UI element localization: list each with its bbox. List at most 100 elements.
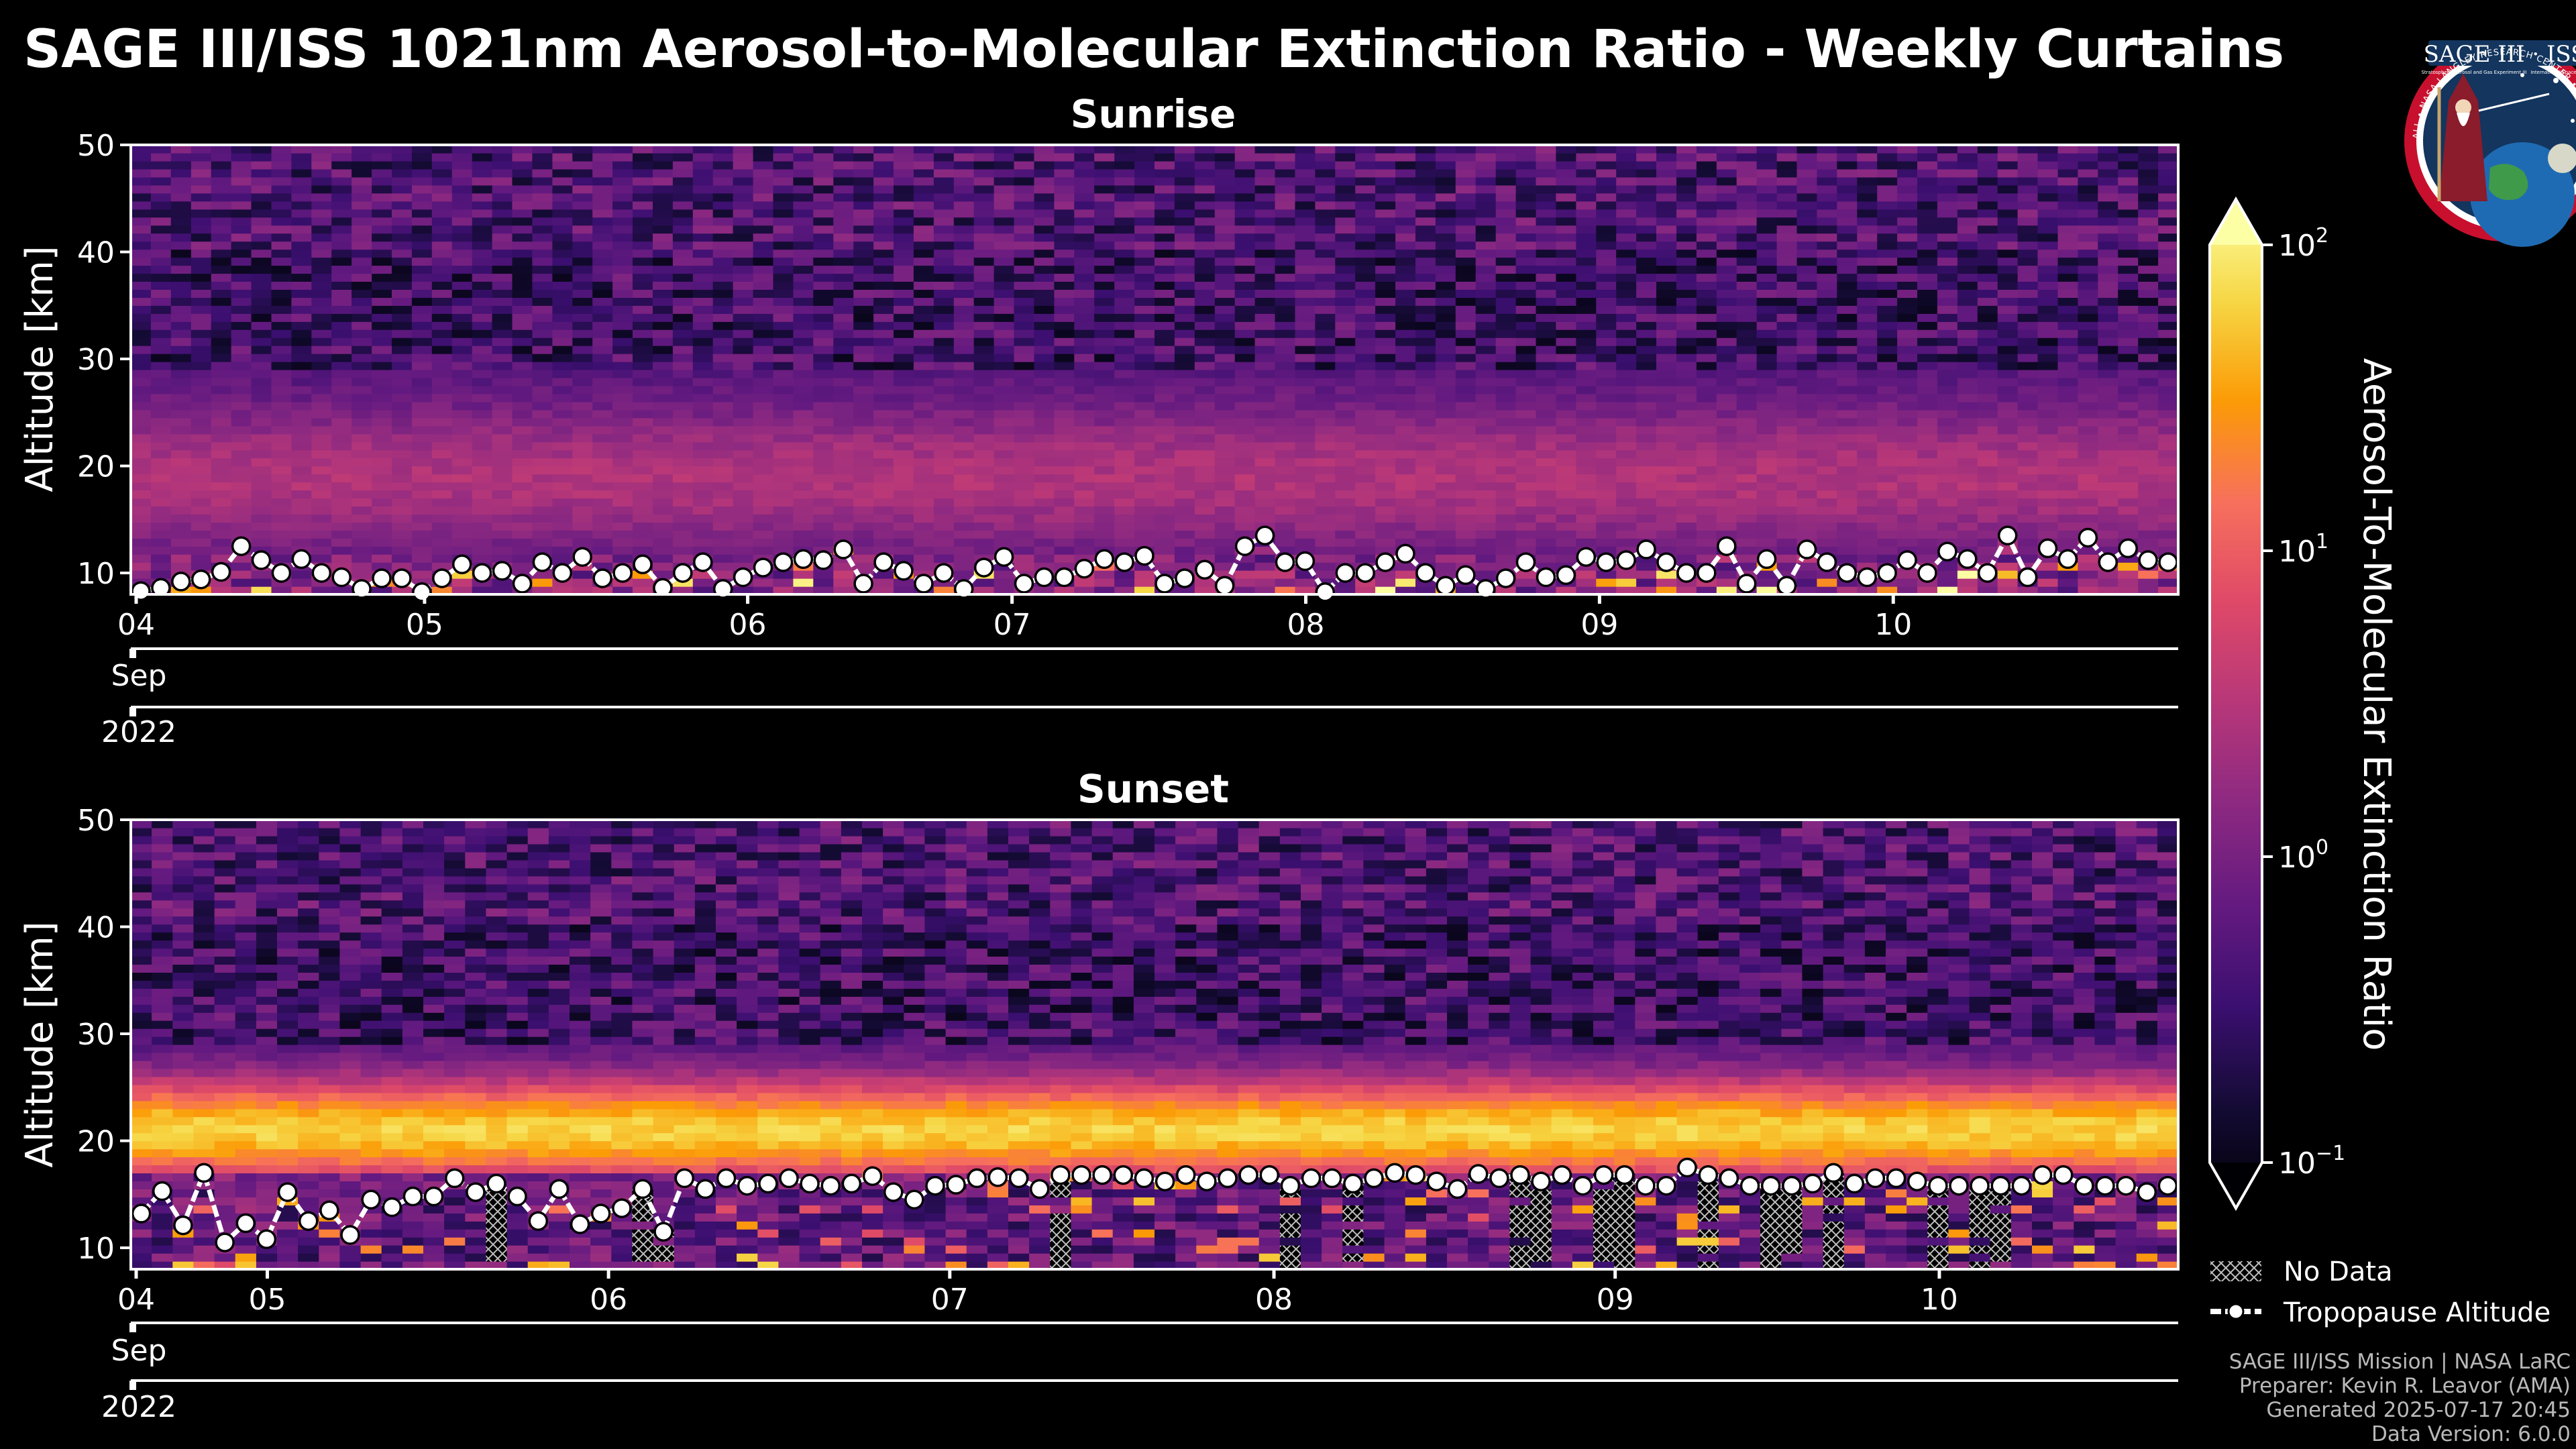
sunrise-heatmap-cell xyxy=(894,153,914,162)
sunrise-heatmap-cell xyxy=(653,345,674,354)
sunrise-heatmap-cell xyxy=(1455,538,1477,547)
sunrise-heatmap-cell xyxy=(933,160,955,170)
sunrise-heatmap-cell xyxy=(552,433,573,443)
sunrise-heatmap-cell xyxy=(1736,530,1758,539)
sunrise-heatmap-cell xyxy=(1475,313,1497,322)
sunrise-heatmap-cell xyxy=(492,265,513,274)
sunrise-heatmap-cell xyxy=(994,506,1015,515)
sunrise-heatmap-cell xyxy=(451,209,473,218)
sunrise-heatmap-cell xyxy=(451,401,473,411)
sunrise-heatmap-cell xyxy=(291,176,312,186)
sunrise-heatmap-cell xyxy=(1736,482,1758,491)
sunrise-heatmap-cell xyxy=(1375,401,1396,411)
sunrise-heatmap-cell xyxy=(231,554,252,563)
sunrise-heatmap-cell xyxy=(633,321,653,330)
sunrise-heatmap-cell xyxy=(431,209,453,218)
sunrise-heatmap-cell xyxy=(451,449,473,459)
sunrise-heatmap-cell xyxy=(1355,329,1376,338)
sunrise-heatmap-cell xyxy=(231,393,252,402)
sunrise-heatmap-cell xyxy=(1234,193,1256,202)
sunrise-heatmap-cell xyxy=(251,522,272,531)
sunrise-heatmap-cell xyxy=(1014,184,1034,194)
sunrise-heatmap-cell xyxy=(1155,345,1175,354)
sunrise-heatmap-cell xyxy=(1014,401,1034,411)
sunrise-heatmap-cell xyxy=(733,273,754,282)
sunrise-heatmap-cell xyxy=(1796,441,1817,451)
sunrise-heatmap-cell xyxy=(1857,401,1878,411)
sunrise-heatmap-cell xyxy=(853,554,874,563)
sunrise-heatmap-cell xyxy=(1475,498,1497,506)
sunrise-heatmap-cell xyxy=(1475,233,1497,242)
sunrise-heatmap-cell xyxy=(352,305,372,314)
sunrise-heatmap-cell xyxy=(1114,249,1135,258)
sunrise-heatmap-cell xyxy=(1917,546,1938,555)
sunrise-heatmap-cell xyxy=(1736,458,1758,467)
sunrise-heatmap-cell xyxy=(1756,586,1778,595)
sunrise-heatmap-cell xyxy=(1114,225,1135,234)
sunrise-heatmap-cell xyxy=(211,329,232,338)
sunrise-heatmap-cell xyxy=(1455,586,1477,595)
sunrise-heatmap-cell xyxy=(1375,209,1396,218)
sunrise-heatmap-cell xyxy=(1536,538,1556,547)
sunrise-heatmap-cell xyxy=(1515,145,1537,154)
sunrise-heatmap-cell xyxy=(1877,329,1898,338)
sunrise-heatmap-cell xyxy=(1877,273,1898,282)
sunrise-heatmap-cell xyxy=(1254,578,1276,587)
sunrise-heatmap-cell xyxy=(1877,538,1898,547)
sunrise-heatmap-cell xyxy=(1576,160,1597,170)
sunrise-heatmap-cell xyxy=(592,184,613,194)
sunrise-heatmap-cell xyxy=(372,562,392,571)
sunrise-heatmap-cell xyxy=(773,362,794,370)
sunrise-heatmap-cell xyxy=(1214,345,1236,354)
sunrise-heatmap-cell xyxy=(352,265,372,274)
sunrise-heatmap-cell xyxy=(1556,514,1576,523)
sunrise-heatmap-cell xyxy=(1094,273,1115,282)
sunrise-heatmap-cell xyxy=(1234,241,1256,250)
sunrise-heatmap-cell xyxy=(1034,305,1055,314)
sunrise-heatmap-cell xyxy=(1074,217,1095,226)
sunrise-heatmap-cell xyxy=(231,530,252,539)
sunrise-heatmap-cell xyxy=(1455,233,1477,242)
sunrise-heatmap-cell xyxy=(953,409,975,419)
sunrise-heatmap-cell xyxy=(1114,281,1135,290)
sunrise-heatmap-cell xyxy=(131,329,152,338)
sunrise-heatmap-cell xyxy=(753,168,774,178)
sunrise-heatmap-cell xyxy=(913,233,934,242)
sunrise-heatmap-cell xyxy=(311,201,332,210)
sunrise-heatmap-cell xyxy=(352,466,372,475)
sunrise-heatmap-cell xyxy=(894,474,914,483)
sunrise-heatmap-cell xyxy=(251,385,272,394)
sunrise-heatmap-cell xyxy=(1034,193,1055,202)
sunrise-heatmap-cell xyxy=(492,401,513,411)
sunrise-heatmap-cell xyxy=(1877,184,1898,194)
sunrise-heatmap-cell xyxy=(1174,145,1195,154)
sunrise-heatmap-cell xyxy=(1375,337,1396,346)
sunrise-heatmap-cell xyxy=(1375,490,1396,499)
sunrise-heatmap-cell xyxy=(612,193,633,202)
sunrise-heatmap-cell xyxy=(1054,217,1075,226)
sunrise-heatmap-cell xyxy=(352,184,372,194)
sunrise-heatmap-cell xyxy=(873,498,894,506)
sunrise-heatmap-cell xyxy=(793,530,814,539)
sunrise-heatmap-cell xyxy=(1756,289,1778,298)
sunrise-heatmap-cell xyxy=(1495,482,1517,491)
sunrise-heatmap-cell xyxy=(913,401,934,411)
sunrise-heatmap-cell xyxy=(833,297,854,306)
sunrise-heatmap-cell xyxy=(1676,490,1697,499)
sunrise-heatmap-cell xyxy=(1877,209,1898,218)
sunrise-heatmap-cell xyxy=(733,385,754,394)
sunrise-heatmap-cell xyxy=(131,160,152,170)
sunrise-heatmap-cell xyxy=(1696,449,1717,459)
sunrise-heatmap-cell xyxy=(552,217,573,226)
sunrise-heatmap-cell xyxy=(1275,393,1295,402)
sunrise-heatmap-cell xyxy=(1275,530,1295,539)
sunrise-heatmap-cell xyxy=(612,586,633,595)
sunrise-heatmap-cell xyxy=(392,273,413,282)
sunrise-heatmap-cell xyxy=(1054,313,1075,322)
sunrise-heatmap-cell xyxy=(1315,289,1336,298)
sunrise-heatmap-cell xyxy=(1495,217,1517,226)
sunrise-heatmap-cell xyxy=(813,321,834,330)
sunrise-heatmap-cell xyxy=(251,329,272,338)
sunrise-heatmap-cell xyxy=(1275,441,1295,451)
sunrise-heatmap-cell xyxy=(211,321,232,330)
